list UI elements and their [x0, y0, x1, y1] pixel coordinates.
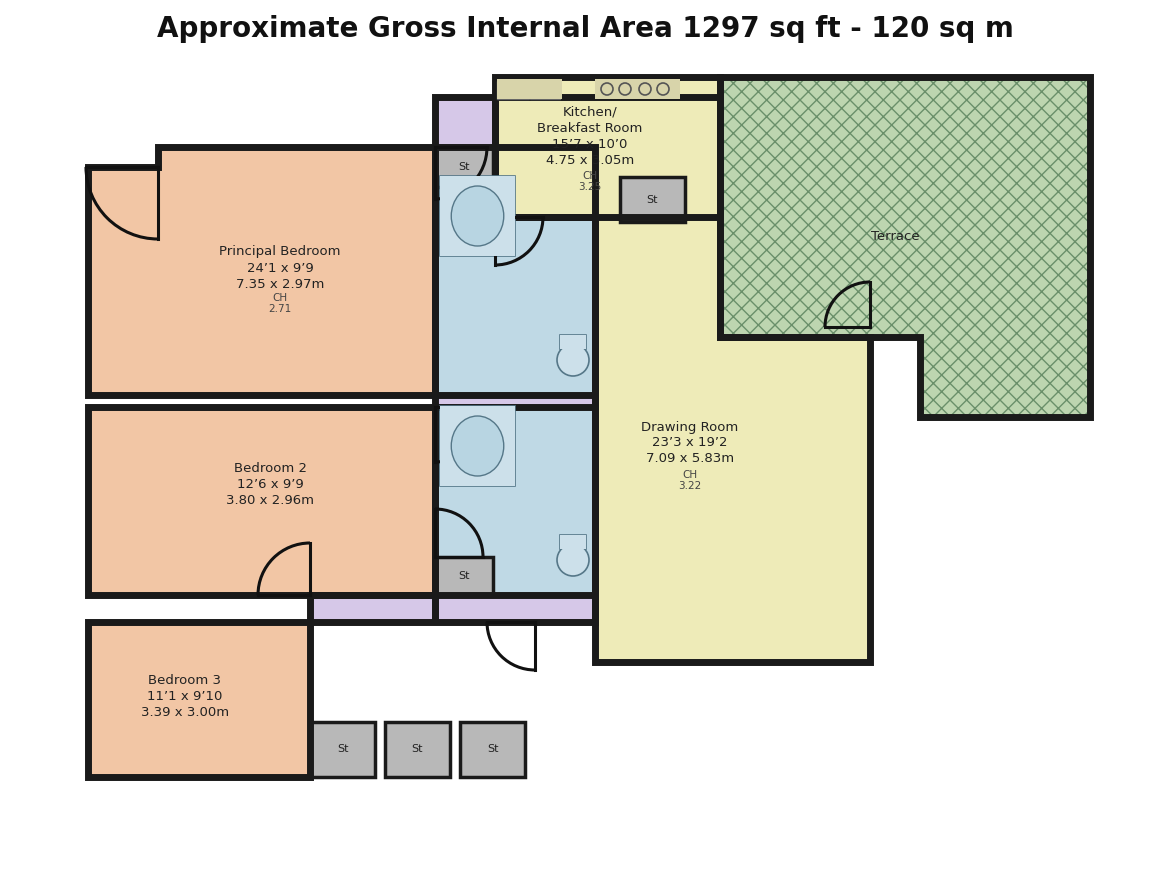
Bar	[385, 722, 450, 777]
Bar	[560, 335, 586, 349]
Text: 7.35 x 2.97m: 7.35 x 2.97m	[236, 277, 324, 290]
Circle shape	[557, 344, 589, 376]
Polygon shape	[88, 407, 435, 595]
Text: 4.75 x 3.05m: 4.75 x 3.05m	[546, 153, 634, 167]
Polygon shape	[88, 622, 310, 777]
Text: 23’3 x 19’2: 23’3 x 19’2	[652, 437, 728, 450]
Bar	[560, 335, 586, 349]
Polygon shape	[88, 147, 435, 395]
Polygon shape	[310, 97, 596, 622]
Bar	[435, 557, 493, 595]
Polygon shape	[495, 97, 870, 662]
Bar	[560, 535, 586, 549]
Bar	[310, 722, 376, 777]
Text: 12’6 x 9’9: 12’6 x 9’9	[236, 479, 303, 491]
Text: Principal Bedroom: Principal Bedroom	[219, 246, 340, 259]
Text: 3.25: 3.25	[578, 182, 601, 192]
Bar	[440, 176, 515, 256]
Text: St: St	[459, 162, 469, 172]
Text: St: St	[459, 571, 469, 581]
Bar	[497, 81, 529, 99]
Polygon shape	[435, 407, 596, 595]
Text: 24’1 x 9’9: 24’1 x 9’9	[247, 261, 314, 275]
Bar	[530, 81, 560, 99]
Text: CH: CH	[273, 293, 288, 303]
Text: Bedroom 3: Bedroom 3	[149, 674, 221, 688]
Text: Drawing Room: Drawing Room	[641, 420, 738, 433]
Bar	[435, 147, 493, 187]
Bar	[440, 406, 515, 486]
Ellipse shape	[452, 186, 504, 246]
Bar	[385, 722, 450, 777]
Text: 11’1 x 9’10: 11’1 x 9’10	[147, 690, 222, 703]
Text: 3.80 x 2.96m: 3.80 x 2.96m	[226, 495, 314, 508]
Bar	[440, 176, 515, 256]
Text: 2.71: 2.71	[268, 304, 291, 314]
Text: 3.22: 3.22	[679, 481, 702, 491]
Text: CH: CH	[682, 470, 697, 480]
Circle shape	[557, 544, 589, 576]
Bar	[460, 722, 525, 777]
Text: CH: CH	[583, 171, 598, 181]
Bar	[440, 406, 515, 486]
Text: Approximate Gross Internal Area 1297 sq ft - 120 sq m: Approximate Gross Internal Area 1297 sq …	[157, 15, 1013, 43]
Text: Terrace: Terrace	[870, 231, 920, 244]
Text: St: St	[337, 745, 349, 754]
Polygon shape	[495, 77, 720, 217]
Text: Breakfast Room: Breakfast Room	[537, 122, 642, 134]
Bar	[310, 722, 376, 777]
Polygon shape	[720, 77, 1090, 417]
Text: Bedroom 2: Bedroom 2	[234, 462, 307, 475]
Text: 15’7 x 10’0: 15’7 x 10’0	[552, 138, 627, 151]
Text: Kitchen/: Kitchen/	[563, 105, 618, 118]
Bar	[620, 177, 684, 222]
Bar	[435, 147, 493, 187]
Text: 3.39 x 3.00m: 3.39 x 3.00m	[140, 707, 229, 719]
Polygon shape	[435, 147, 596, 395]
Bar	[460, 722, 525, 777]
Bar	[620, 177, 684, 222]
Ellipse shape	[452, 416, 504, 476]
Bar	[560, 535, 586, 549]
Bar	[497, 79, 562, 99]
Text: 7.09 x 5.83m: 7.09 x 5.83m	[646, 453, 734, 466]
Bar	[435, 557, 493, 595]
Text: St: St	[412, 745, 424, 754]
Text: St: St	[646, 195, 658, 205]
Text: St: St	[487, 745, 498, 754]
Bar	[596, 79, 680, 99]
